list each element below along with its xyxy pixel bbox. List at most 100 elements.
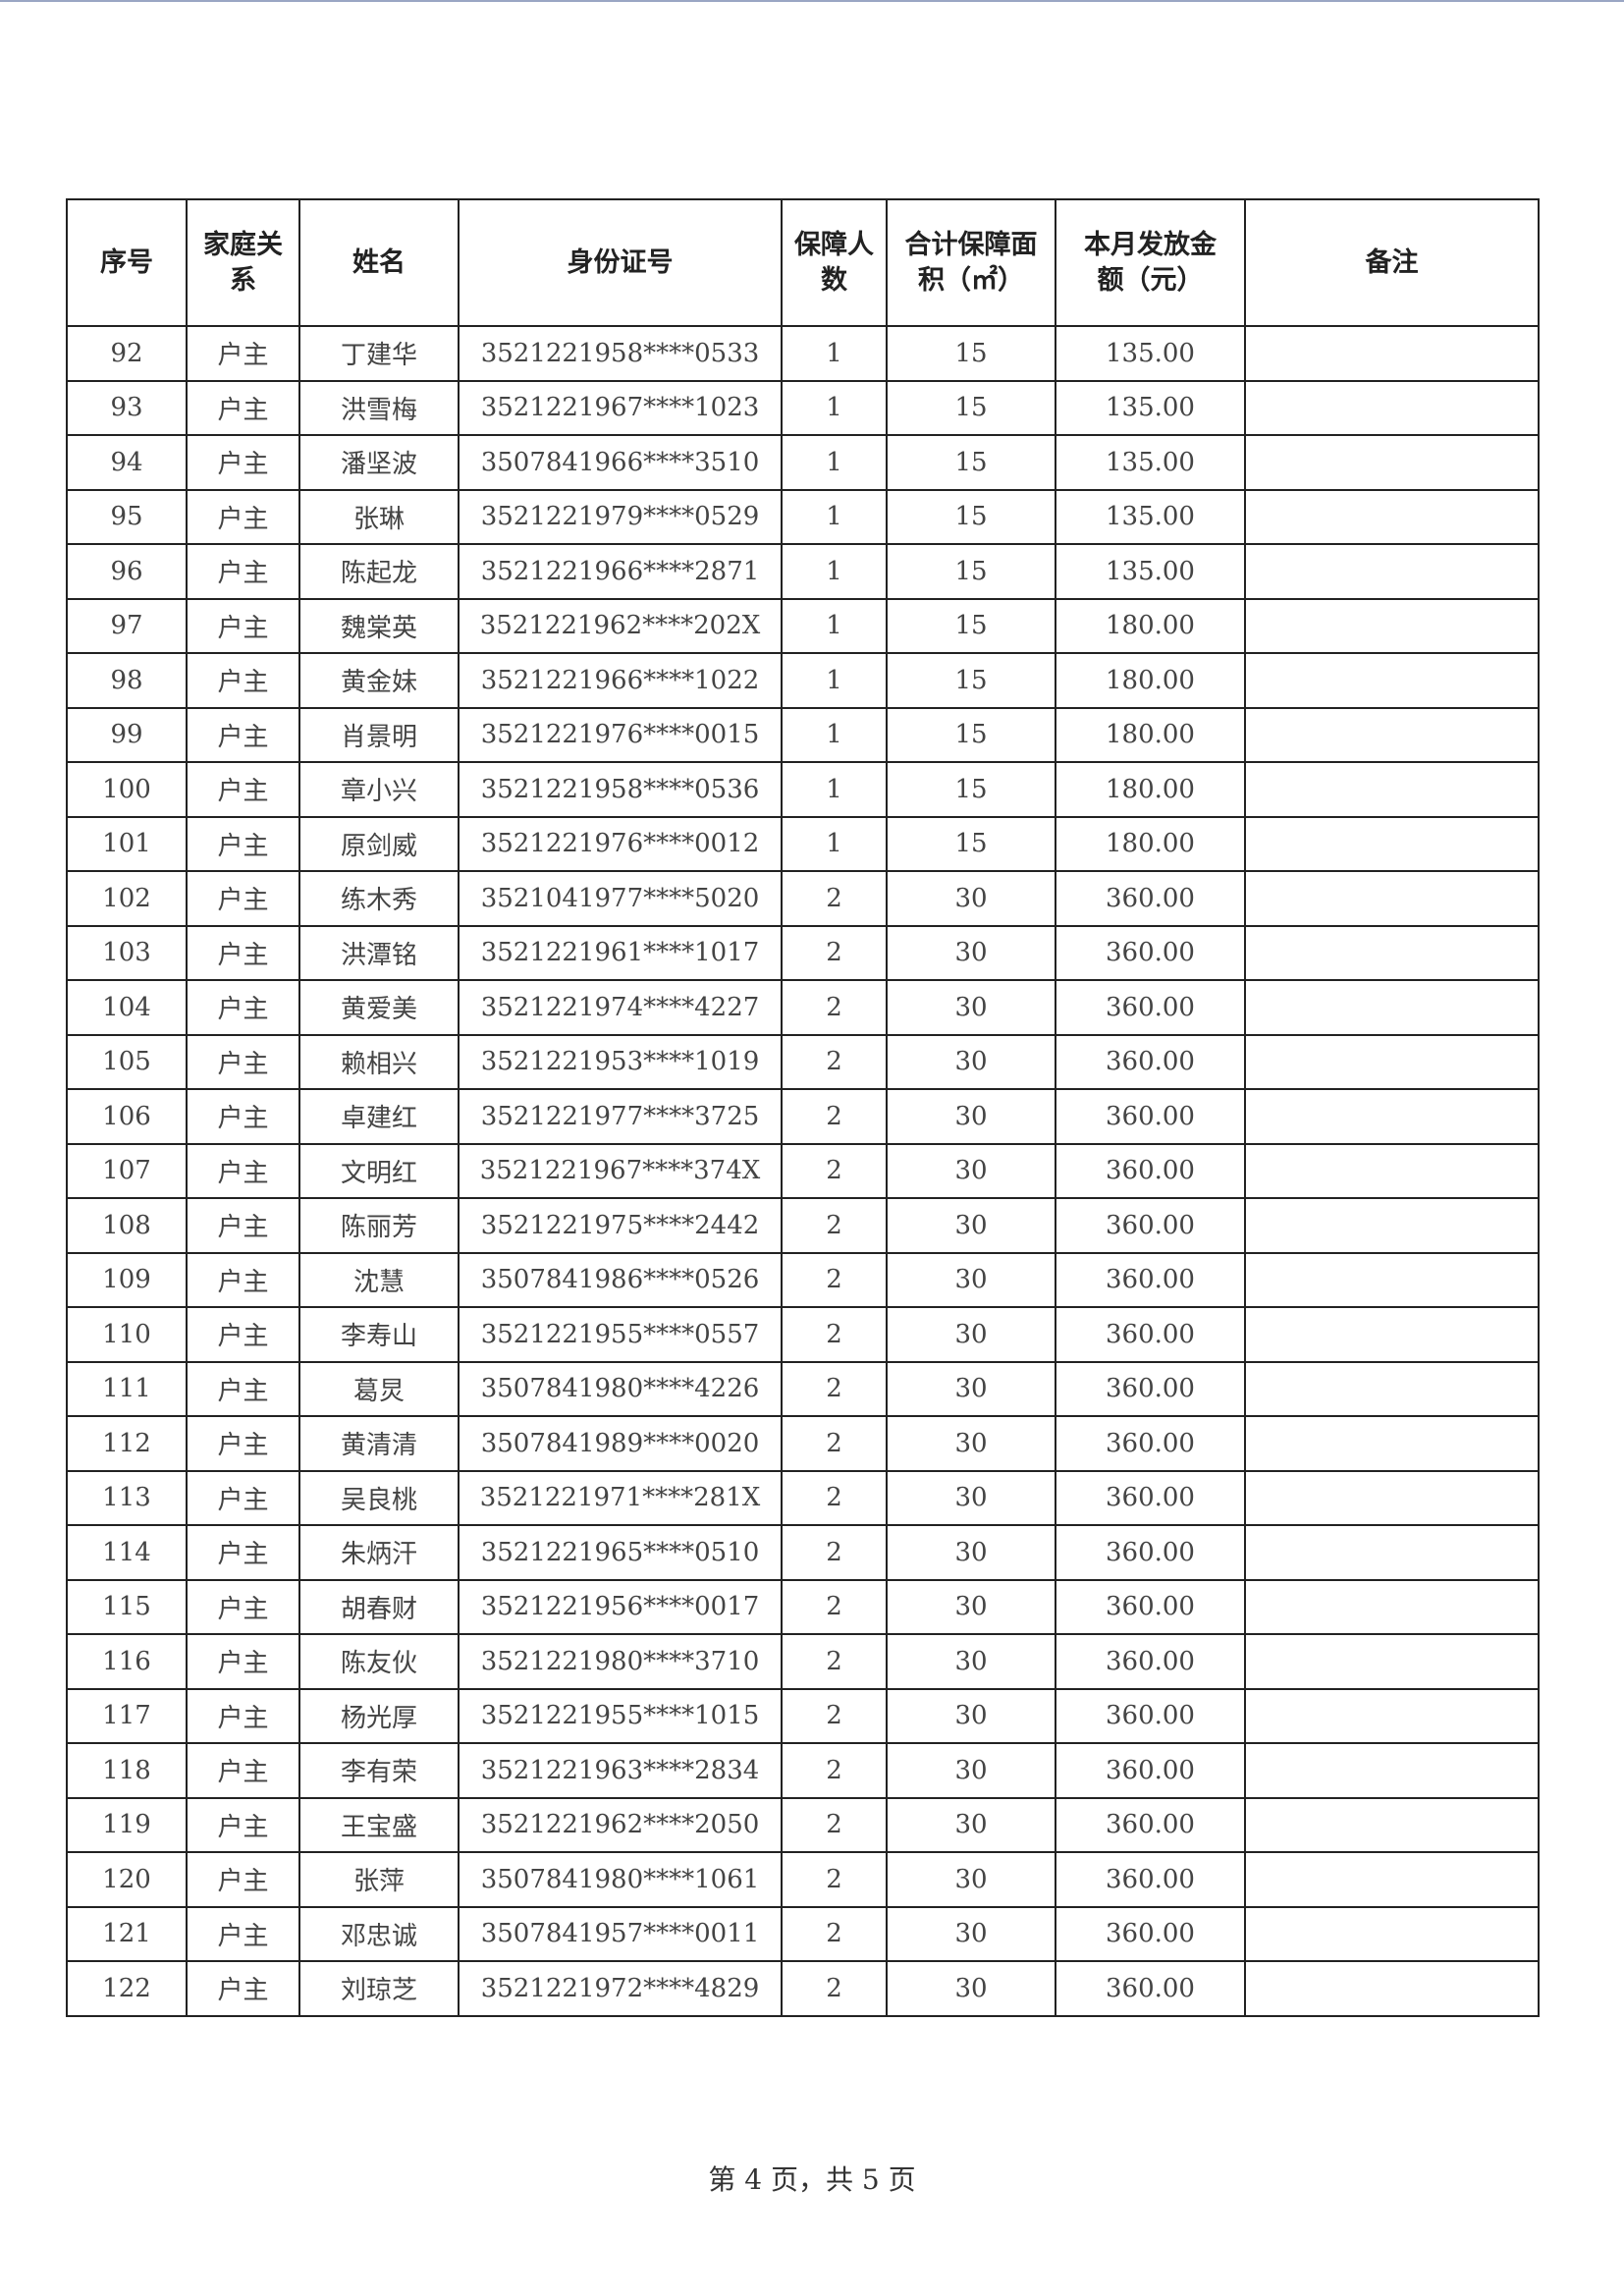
table-row: 121 户主 邓忠诚 3507841957****0011 2 30 360.00	[66, 1905, 1540, 1962]
table-row: 96 户主 陈起龙 3521221966****2871 1 15 135.00	[66, 543, 1540, 600]
cell-amount: 360.00	[1055, 979, 1246, 1036]
cell-amount: 360.00	[1055, 1578, 1246, 1635]
cell-relation: 户主	[186, 1469, 300, 1526]
cell-index: 92	[66, 325, 188, 382]
cell-persons: 2	[781, 1251, 888, 1308]
cell-index: 97	[66, 597, 188, 654]
cell-name: 潘坚波	[298, 434, 460, 491]
cell-persons: 2	[781, 979, 888, 1036]
cell-index: 104	[66, 979, 188, 1036]
cell-index: 119	[66, 1796, 188, 1853]
cell-name: 文明红	[298, 1142, 460, 1199]
cell-area: 30	[886, 1469, 1056, 1526]
cell-remarks	[1244, 1142, 1540, 1199]
cell-area: 30	[886, 1578, 1056, 1635]
table-row: 109 户主 沈慧 3507841986****0526 2 30 360.00	[66, 1251, 1540, 1308]
cell-remarks	[1244, 761, 1540, 818]
cell-amount: 135.00	[1055, 434, 1246, 491]
cell-persons: 1	[781, 597, 888, 654]
cell-area: 15	[886, 434, 1056, 491]
cell-name: 陈丽芳	[298, 1197, 460, 1254]
table-row: 115 户主 胡春财 3521221956****0017 2 30 360.00	[66, 1578, 1540, 1635]
cell-amount: 360.00	[1055, 1796, 1246, 1853]
cell-area: 15	[886, 325, 1056, 382]
cell-amount: 180.00	[1055, 761, 1246, 818]
cell-id-number: 3521221962****202X	[458, 597, 783, 654]
cell-amount: 360.00	[1055, 1033, 1246, 1090]
cell-name: 黄清清	[298, 1415, 460, 1472]
cell-id-number: 3521221976****0015	[458, 706, 783, 763]
cell-area: 15	[886, 652, 1056, 709]
cell-index: 114	[66, 1524, 188, 1581]
cell-index: 113	[66, 1469, 188, 1526]
cell-relation: 户主	[186, 1306, 300, 1363]
cell-name: 张琳	[298, 488, 460, 545]
cell-relation: 户主	[186, 706, 300, 763]
cell-id-number: 3507841980****4226	[458, 1360, 783, 1417]
table-row: 119 户主 王宝盛 3521221962****2050 2 30 360.00	[66, 1796, 1540, 1853]
cell-remarks	[1244, 1960, 1540, 2017]
header-name: 姓名	[298, 198, 460, 327]
cell-area: 30	[886, 1306, 1056, 1363]
cell-index: 109	[66, 1251, 188, 1308]
table-row: 108 户主 陈丽芳 3521221975****2442 2 30 360.00	[66, 1197, 1540, 1254]
cell-name: 肖景明	[298, 706, 460, 763]
cell-remarks	[1244, 924, 1540, 981]
cell-relation: 户主	[186, 543, 300, 600]
cell-amount: 360.00	[1055, 1197, 1246, 1254]
cell-amount: 360.00	[1055, 1960, 1246, 2017]
cell-remarks	[1244, 1251, 1540, 1308]
cell-area: 30	[886, 1088, 1056, 1145]
cell-relation: 户主	[186, 597, 300, 654]
cell-name: 沈慧	[298, 1251, 460, 1308]
cell-persons: 2	[781, 1088, 888, 1145]
cell-remarks	[1244, 597, 1540, 654]
cell-index: 121	[66, 1905, 188, 1962]
cell-persons: 2	[781, 1197, 888, 1254]
cell-persons: 2	[781, 1469, 888, 1526]
cell-area: 30	[886, 1197, 1056, 1254]
cell-amount: 360.00	[1055, 1742, 1246, 1799]
cell-id-number: 3521221967****1023	[458, 379, 783, 436]
cell-id-number: 3521221979****0529	[458, 488, 783, 545]
cell-relation: 户主	[186, 1360, 300, 1417]
cell-id-number: 3507841980****1061	[458, 1851, 783, 1908]
cell-id-number: 3521221961****1017	[458, 924, 783, 981]
cell-index: 110	[66, 1306, 188, 1363]
cell-id-number: 3521041977****5020	[458, 870, 783, 927]
cell-index: 98	[66, 652, 188, 709]
cell-relation: 户主	[186, 1142, 300, 1199]
header-index: 序号	[66, 198, 188, 327]
cell-id-number: 3521221965****0510	[458, 1524, 783, 1581]
cell-persons: 2	[781, 1033, 888, 1090]
cell-persons: 2	[781, 870, 888, 927]
cell-relation: 户主	[186, 1197, 300, 1254]
cell-amount: 135.00	[1055, 379, 1246, 436]
cell-index: 94	[66, 434, 188, 491]
cell-name: 张萍	[298, 1851, 460, 1908]
cell-amount: 180.00	[1055, 652, 1246, 709]
cell-name: 王宝盛	[298, 1796, 460, 1853]
cell-id-number: 3521221967****374X	[458, 1142, 783, 1199]
cell-relation: 户主	[186, 325, 300, 382]
cell-area: 15	[886, 815, 1056, 872]
cell-id-number: 3521221953****1019	[458, 1033, 783, 1090]
cell-remarks	[1244, 1197, 1540, 1254]
cell-amount: 135.00	[1055, 543, 1246, 600]
cell-amount: 360.00	[1055, 1142, 1246, 1199]
cell-relation: 户主	[186, 815, 300, 872]
table-row: 116 户主 陈友伙 3521221980****3710 2 30 360.00	[66, 1633, 1540, 1690]
cell-amount: 360.00	[1055, 1469, 1246, 1526]
header-area: 合计保障面积（㎡）	[886, 198, 1056, 327]
cell-id-number: 3521221956****0017	[458, 1578, 783, 1635]
cell-persons: 1	[781, 543, 888, 600]
cell-persons: 1	[781, 325, 888, 382]
cell-remarks	[1244, 434, 1540, 491]
cell-name: 洪雪梅	[298, 379, 460, 436]
cell-index: 108	[66, 1197, 188, 1254]
cell-name: 练木秀	[298, 870, 460, 927]
cell-persons: 1	[781, 706, 888, 763]
cell-remarks	[1244, 979, 1540, 1036]
cell-persons: 2	[781, 1415, 888, 1472]
cell-persons: 1	[781, 761, 888, 818]
